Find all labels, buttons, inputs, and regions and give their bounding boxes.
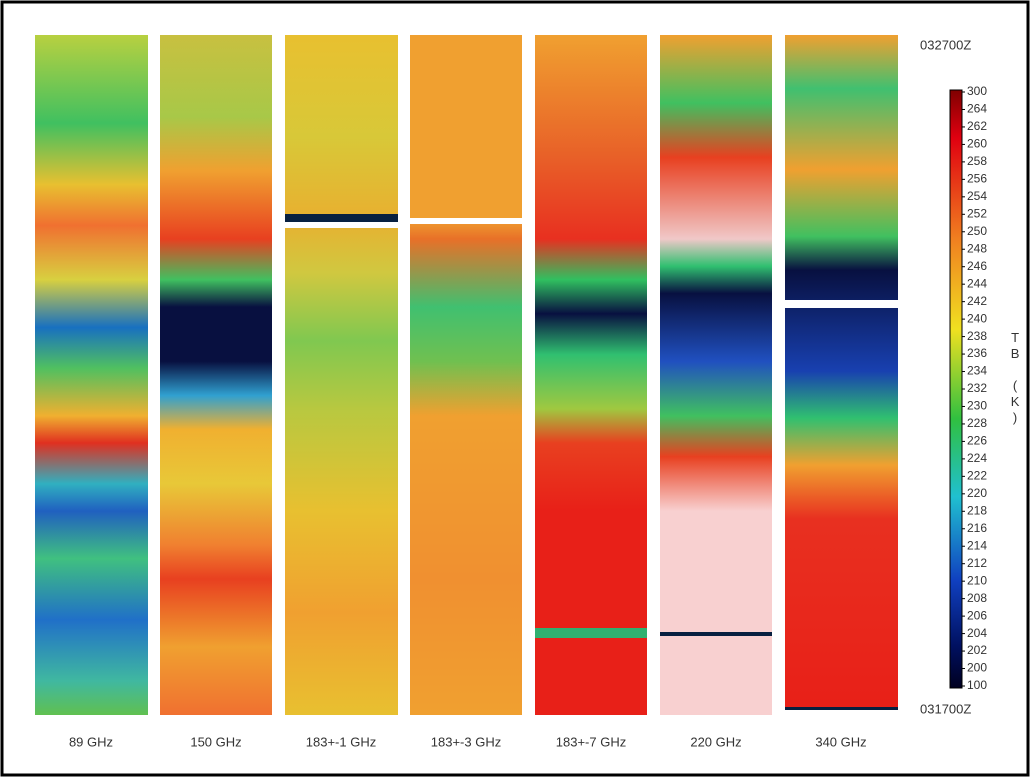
panel-label: 150 GHz	[190, 734, 241, 749]
strip	[535, 35, 647, 715]
colorbar-tick-label: 224	[967, 451, 987, 465]
panel-label: 183+-7 GHz	[556, 734, 626, 749]
colorbar-tick-label: 220	[967, 486, 987, 500]
strips	[35, 35, 898, 715]
colorbar-tick-label: 228	[967, 416, 987, 430]
colorbar-tick-label: 244	[967, 276, 987, 290]
band	[785, 707, 898, 710]
strip	[160, 35, 272, 715]
strip	[35, 35, 148, 715]
colorbar-label: TB (K)	[1008, 330, 1023, 426]
colorbar-tick-label: 262	[967, 119, 987, 133]
colorbar-tick-label: 206	[967, 608, 987, 622]
colorbar-tick-label: 242	[967, 294, 987, 308]
colorbar-tick-label: 200	[967, 661, 987, 675]
band	[535, 628, 647, 638]
gap	[285, 222, 398, 228]
colorbar-tick-label: 232	[967, 381, 987, 395]
panel-label: 220 GHz	[690, 734, 741, 749]
panel-label: 340 GHz	[815, 734, 866, 749]
gap	[785, 300, 898, 308]
colorbar-tick-label: 236	[967, 346, 987, 360]
colorbar-tick-label: 230	[967, 399, 987, 413]
time-top: 032700Z	[920, 37, 971, 52]
colorbar-tick-label: 258	[967, 154, 987, 168]
panel-label: 89 GHz	[69, 734, 113, 749]
colorbar-tick-label: 252	[967, 206, 987, 220]
panel-label: 183+-1 GHz	[306, 734, 376, 749]
colorbar-tick-label: 212	[967, 556, 987, 570]
band	[660, 632, 772, 636]
colorbar-tick-label: 248	[967, 241, 987, 255]
colorbar-tick-label: 226	[967, 434, 987, 448]
strip	[410, 35, 522, 715]
colorbar-tick-label: 250	[967, 224, 987, 238]
colorbar-tick-label: 254	[967, 189, 987, 203]
colorbar-tick-label: 256	[967, 172, 987, 186]
band	[285, 214, 398, 222]
strip	[285, 35, 398, 715]
colorbar-tick-label: 264	[967, 102, 987, 116]
colorbar-tick-label: 234	[967, 364, 987, 378]
colorbar	[950, 90, 962, 688]
strip	[660, 35, 772, 715]
colorbar-tick-label: 204	[967, 626, 987, 640]
colorbar-tick-label: 240	[967, 311, 987, 325]
panel-label: 183+-3 GHz	[431, 734, 501, 749]
colorbar-tick-label: 210	[967, 573, 987, 587]
colorbar-tick-label: 260	[967, 137, 987, 151]
colorbar-tick-label: 214	[967, 538, 987, 552]
gap	[410, 218, 522, 224]
strip	[785, 35, 898, 707]
colorbar-tick-label: 216	[967, 521, 987, 535]
page: 032700Z 031700Z TB (K) 89 GHz 150 GHz 183+…	[0, 0, 1031, 778]
colorbar-tick-label: 246	[967, 259, 987, 273]
colorbar-tick-label: 218	[967, 503, 987, 517]
colorbar-tick-label: 100	[967, 678, 987, 692]
time-bottom: 031700Z	[920, 701, 971, 716]
colorbar-tick-label: 222	[967, 469, 987, 483]
colorbar-tick-label: 238	[967, 329, 987, 343]
colorbar-tick-label: 208	[967, 591, 987, 605]
colorbar-tick-label: 202	[967, 643, 987, 657]
figure: 032700Z 031700Z TB (K) 89 GHz 150 GHz 183+…	[0, 0, 1031, 778]
colorbar-tick-label: 300	[967, 84, 987, 98]
